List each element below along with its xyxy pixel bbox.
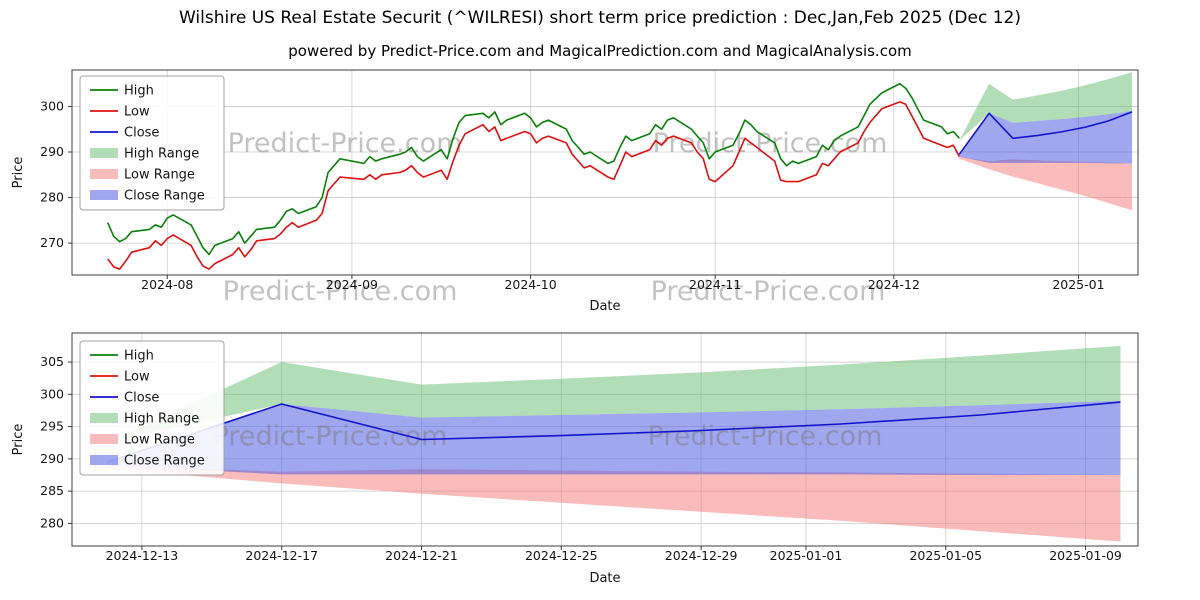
axis-ticks: 2024-08 2024-09 2024-10 2024-11 2024-12 2025-… xyxy=(40,98,1104,292)
top-price-chart: Predict-Price.com Predict-Price.com Predic… xyxy=(11,69,1139,314)
legend-label-low-range: Low Range xyxy=(124,168,195,183)
legend-label-high-range: High Range xyxy=(124,147,199,162)
series-high-line xyxy=(106,82,960,256)
band-close-range xyxy=(959,111,1132,164)
x-tick-label: 2025-01 xyxy=(1052,277,1104,292)
x-tick-label: 2024-10 xyxy=(504,277,556,292)
y-axis-label: Price xyxy=(11,157,26,189)
axis-ticks: 2024-12-13 2024-12-17 2024-12-21 2024-12-25… xyxy=(40,354,1122,563)
legend-label-close: Close xyxy=(124,126,159,141)
watermarks: Predict-Price.com Predict-Price.com Predic… xyxy=(223,128,888,307)
legend-swatch-close-range xyxy=(90,190,118,200)
legend: High Low Close High Range Low Range Close Ran… xyxy=(79,340,225,476)
legend-label-high: High xyxy=(124,349,154,364)
x-tick-label: 2025-01-09 xyxy=(1049,548,1122,563)
y-tick-label: 300 xyxy=(40,386,64,401)
y-tick-label: 305 xyxy=(40,354,64,369)
legend-swatch-low-range xyxy=(90,169,118,179)
legend-label-low-range: Low Range xyxy=(124,433,195,448)
y-tick-label: 295 xyxy=(40,419,64,434)
legend-label-high: High xyxy=(124,84,154,99)
band-close-range xyxy=(107,400,1121,475)
y-tick-label: 300 xyxy=(40,98,64,113)
legend-swatch-close-range xyxy=(90,455,118,465)
legend-label-close-range: Close Range xyxy=(124,454,205,469)
band-high-range xyxy=(107,345,1121,443)
page-title: Wilshire US Real Estate Securit (^WILRES… xyxy=(178,8,1021,28)
x-tick-label: 2024-09 xyxy=(326,277,378,292)
x-tick-label: 2024-12-21 xyxy=(385,548,458,563)
watermark-text: Predict-Price.com xyxy=(228,128,463,159)
legend-swatch-high-range xyxy=(90,413,118,423)
x-tick-label: 2025-01-05 xyxy=(909,548,982,563)
legend-label-low: Low xyxy=(124,370,150,385)
x-tick-label: 2024-11 xyxy=(689,277,741,292)
prediction-bands xyxy=(107,345,1121,542)
legend-label-close: Close xyxy=(124,391,159,406)
x-tick-label: 2024-12-17 xyxy=(245,548,318,563)
legend-swatch-low-range xyxy=(90,434,118,444)
y-tick-label: 290 xyxy=(40,451,64,466)
x-tick-label: 2025-01-01 xyxy=(770,548,843,563)
legend-label-low: Low xyxy=(124,105,150,120)
page-subtitle: powered by Predict-Price.com and Magical… xyxy=(288,42,912,60)
x-axis-label: Date xyxy=(589,571,620,586)
series-low-line xyxy=(107,101,961,270)
series-lines xyxy=(106,401,1121,463)
prediction-bands xyxy=(959,72,1132,211)
series-close-line xyxy=(106,401,1121,463)
plot-frame xyxy=(71,332,1139,547)
x-tick-label: 2024-12-29 xyxy=(665,548,738,563)
plot-frame xyxy=(71,69,1139,276)
y-tick-label: 280 xyxy=(40,515,64,530)
band-low-range xyxy=(959,156,1132,211)
watermark-text: Predict-Price.com xyxy=(653,128,888,159)
y-tick-label: 280 xyxy=(40,190,64,205)
x-axis-label: Date xyxy=(589,299,620,314)
y-tick-label: 285 xyxy=(40,483,64,498)
bottom-prediction-chart: Predict-Price.com Predict-Price.com2024-1… xyxy=(11,332,1139,586)
series-lines xyxy=(106,82,1133,270)
band-low-range xyxy=(107,465,1121,542)
watermark-text: Predict-Price.com xyxy=(648,421,883,452)
watermark-text: Predict-Price.com xyxy=(223,276,458,307)
x-tick-label: 2024-12 xyxy=(868,277,920,292)
band-high-range xyxy=(959,72,1132,141)
y-tick-label: 270 xyxy=(40,235,64,250)
series-close-line xyxy=(958,111,1133,155)
y-tick-label: 290 xyxy=(40,144,64,159)
x-tick-label: 2024-12-13 xyxy=(106,548,179,563)
grid xyxy=(72,70,1138,275)
watermark-text: Predict-Price.com xyxy=(651,276,886,307)
legend-swatch-high-range xyxy=(90,148,118,158)
x-tick-label: 2024-12-25 xyxy=(525,548,598,563)
watermarks: Predict-Price.com Predict-Price.com xyxy=(213,421,883,452)
y-axis-label: Price xyxy=(11,424,26,456)
legend: High Low Close High Range Low Range Close Ran… xyxy=(79,75,225,211)
legend-label-high-range: High Range xyxy=(124,412,199,427)
x-tick-label: 2024-08 xyxy=(141,277,193,292)
legend-label-close-range: Close Range xyxy=(124,189,205,204)
